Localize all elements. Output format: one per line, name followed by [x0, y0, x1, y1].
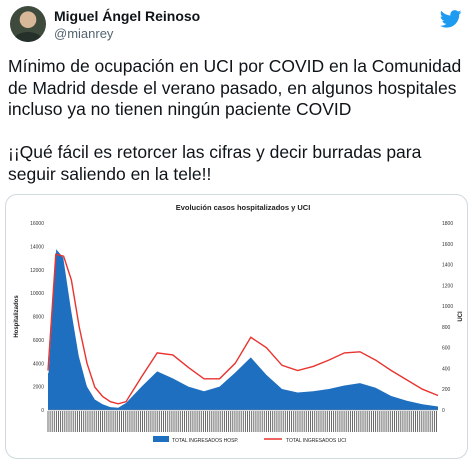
- tweet-line: ¡¡Qué fácil es retorcer las cifras y dec…: [8, 142, 422, 162]
- legend-label-hospitalized: TOTAL INGRESADOS HOSP.: [172, 438, 239, 444]
- tweet-text: Mínimo de ocupación en UCI por COVID en …: [8, 56, 470, 185]
- y2-tick-label: 1600: [442, 242, 453, 248]
- twitter-bird-icon[interactable]: [440, 10, 462, 28]
- y-tick-label: 8000: [33, 315, 44, 321]
- y-axis-label: Hospitalizados: [14, 295, 20, 338]
- y-tick-label: 4000: [33, 361, 44, 367]
- author-name[interactable]: Miguel Ángel Reinoso: [54, 8, 201, 24]
- tweet-line-blank: [8, 121, 470, 143]
- author-handle[interactable]: @mianrey: [54, 26, 114, 41]
- hospitalized-outline: [47, 245, 439, 407]
- y-tick-label: 6000: [33, 338, 44, 344]
- avatar[interactable]: [10, 6, 46, 42]
- y-tick-label: 2000: [33, 385, 44, 391]
- y-tick-label: 12000: [30, 268, 44, 274]
- y2-tick-label: 0: [442, 408, 445, 414]
- y2-tick-label: 1200: [442, 283, 453, 289]
- y2-tick-label: 200: [442, 387, 451, 393]
- tweet-media-image[interactable]: Evolución casos hospitalizados y UCI 0 200…: [5, 194, 468, 459]
- y2-tick-label: 1000: [442, 304, 453, 310]
- y-tick-label: 10000: [30, 291, 44, 297]
- hospitalized-area: [48, 248, 438, 410]
- tweet-line: seguir saliendo en la tele!!: [8, 163, 212, 184]
- tweet-line: de Madrid desde el verano pasado, en alg…: [8, 77, 457, 98]
- y2-tick-label: 400: [442, 366, 451, 372]
- y2-tick-label: 600: [442, 346, 451, 352]
- chart-title: Evolución casos hospitalizados y UCI: [176, 203, 311, 212]
- y2-tick-label: 1800: [442, 221, 453, 227]
- legend-label-uci: TOTAL INGRESADOS UCI: [286, 438, 346, 444]
- tweet-line: Mínimo de ocupación en UCI por COVID en …: [8, 56, 462, 76]
- y2-tick-label: 800: [442, 325, 451, 331]
- y-tick-label: 0: [41, 408, 44, 414]
- legend-swatch-hospitalized: [153, 436, 169, 442]
- y-tick-label: 14000: [30, 244, 44, 250]
- y2-tick-label: 1400: [442, 263, 453, 269]
- chart: Evolución casos hospitalizados y UCI 0 200…: [14, 203, 464, 444]
- y-tick-label: 16000: [30, 221, 44, 227]
- tweet-line: incluso ya no tienen ningún paciente COV…: [8, 99, 352, 119]
- y2-axis-label: UCI: [458, 311, 464, 322]
- uci-line: [47, 253, 439, 405]
